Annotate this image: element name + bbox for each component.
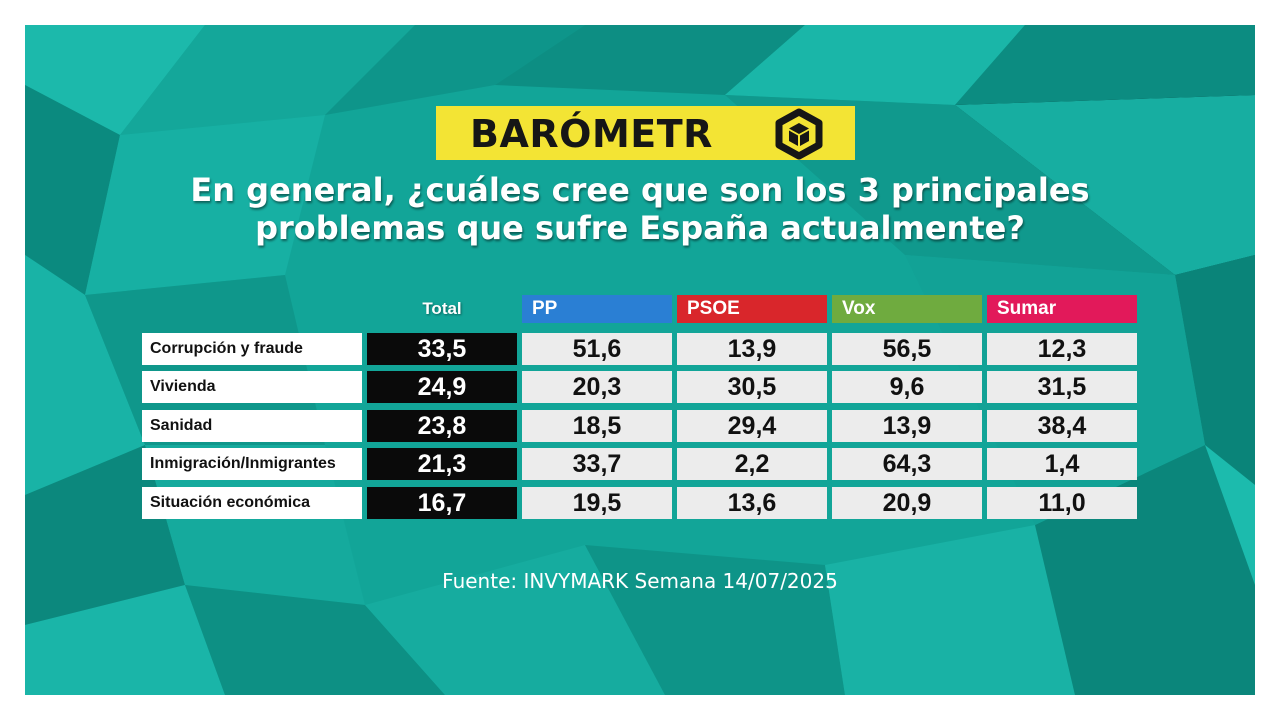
row-label: Sanidad — [142, 410, 362, 442]
source-note: Fuente: INVYMARK Semana 14/07/2025 — [442, 569, 838, 593]
party-value-cell: 38,4 — [987, 410, 1137, 442]
logo-text: BARÓMETR — [470, 112, 713, 156]
infographic-canvas: BARÓMETR En general, ¿cuáles cree que so… — [25, 25, 1255, 695]
row-label: Inmigración/Inmigrantes — [142, 448, 362, 480]
total-value-cell: 23,8 — [367, 410, 517, 442]
column-header-psoe: PSOE — [677, 295, 827, 323]
party-value-cell: 19,5 — [522, 487, 672, 519]
party-value-cell: 31,5 — [987, 371, 1137, 403]
question-line-1: En general, ¿cuáles cree que son los 3 p… — [190, 171, 1090, 209]
party-value-cell: 11,0 — [987, 487, 1137, 519]
column-header-total: Total — [422, 299, 462, 318]
party-value-cell: 64,3 — [832, 448, 982, 480]
party-value-cell: 13,9 — [677, 333, 827, 365]
party-value-cell: 12,3 — [987, 333, 1137, 365]
party-value-cell: 33,7 — [522, 448, 672, 480]
party-value-cell: 1,4 — [987, 448, 1137, 480]
party-value-cell: 2,2 — [677, 448, 827, 480]
party-value-cell: 20,9 — [832, 487, 982, 519]
total-value-cell: 16,7 — [367, 487, 517, 519]
barometro-logo: BARÓMETR — [436, 106, 855, 160]
party-value-cell: 20,3 — [522, 371, 672, 403]
row-label: Vivienda — [142, 371, 362, 403]
cube-o-icon — [775, 108, 823, 160]
party-value-cell: 51,6 — [522, 333, 672, 365]
question-line-2: problemas que sufre España actualmente? — [255, 209, 1025, 247]
party-value-cell: 9,6 — [832, 371, 982, 403]
column-header-pp: PP — [522, 295, 672, 323]
total-value-cell: 33,5 — [367, 333, 517, 365]
column-header-sumar: Sumar — [987, 295, 1137, 323]
party-value-cell: 29,4 — [677, 410, 827, 442]
total-value-cell: 21,3 — [367, 448, 517, 480]
party-value-cell: 18,5 — [522, 410, 672, 442]
party-value-cell: 13,6 — [677, 487, 827, 519]
total-value-cell: 24,9 — [367, 371, 517, 403]
party-value-cell: 56,5 — [832, 333, 982, 365]
survey-question: En general, ¿cuáles cree que son los 3 p… — [125, 171, 1155, 247]
party-value-cell: 30,5 — [677, 371, 827, 403]
column-header-vox: Vox — [832, 295, 982, 323]
row-label: Corrupción y fraude — [142, 333, 362, 365]
row-label: Situación económica — [142, 487, 362, 519]
party-value-cell: 13,9 — [832, 410, 982, 442]
